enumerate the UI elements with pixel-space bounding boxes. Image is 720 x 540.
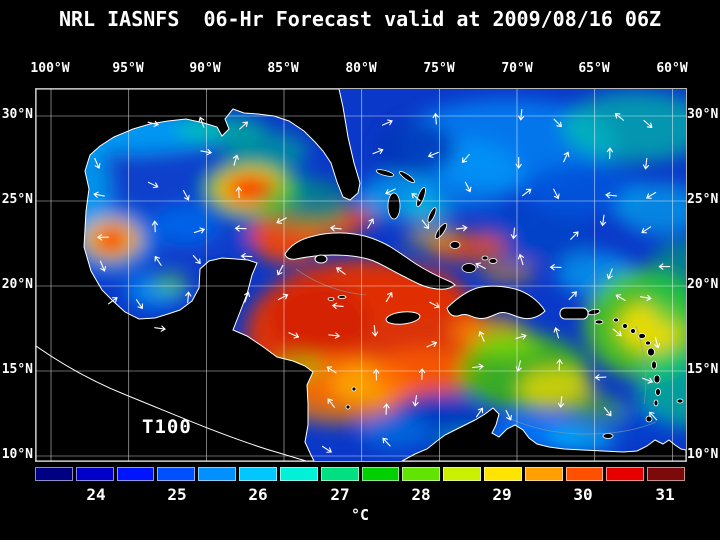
field-depth-label: T100 [142,416,192,438]
puerto-rico-island [559,307,589,320]
colorbar-unit-label: °C [350,506,370,524]
grid-lines [36,89,686,461]
colorbar-segment [361,467,400,481]
lon-tick-label: 75°W [423,61,455,76]
lat-tick-label: 25°N [1,192,33,207]
small-islands [327,295,684,439]
lon-tick-label: 70°W [501,61,533,76]
hispaniola-island [446,285,546,320]
lat-tick-label: 20°N [1,277,33,292]
colorbar-tick-label: 30 [573,485,593,504]
lat-tick-label: 25°N [687,192,719,207]
colorbar-segment [402,467,441,481]
lat-tick-label: 20°N [687,277,719,292]
colorbar-tick-label: 31 [655,485,675,504]
south-america-land [401,407,686,461]
colorbar-tick-label: 27 [330,485,350,504]
colorbar-segment [565,467,604,481]
page-title: NRL IASNFS 06-Hr Forecast valid at 2009/… [58,7,662,31]
colorbar-tick-label: 26 [248,485,268,504]
jamaica-island [385,311,421,325]
lat-tick-label: 30°N [1,107,33,122]
colorbar-segment [75,467,114,481]
isle-of-youth [314,254,328,264]
colorbar-segment [483,467,522,481]
cuba-island [284,232,456,290]
lon-tick-label: 95°W [112,61,144,76]
lon-tick-label: 80°W [345,61,377,76]
lat-tick-label: 10°N [687,447,719,462]
lon-tick-label: 65°W [578,61,610,76]
colorbar-tick-label: 29 [492,485,512,504]
lon-tick-label: 100°W [30,61,70,76]
colorbar-segment [647,467,685,481]
lat-tick-label: 10°N [1,447,33,462]
colorbar-segment [116,467,155,481]
lon-tick-label: 90°W [189,61,221,76]
colorbar-segment [157,467,196,481]
colorbar-tick-label: 25 [167,485,187,504]
colorbar-segment [606,467,645,481]
colorbar-tick-label: 28 [411,485,431,504]
colorbar-segment [320,467,359,481]
colorbar-segment [35,467,73,481]
lon-tick-label: 60°W [656,61,688,76]
lat-tick-label: 15°N [687,362,719,377]
lat-tick-label: 15°N [1,362,33,377]
north-central-america-land [36,89,361,461]
bahamas-islands [375,169,498,273]
colorbar-segment [239,467,277,481]
map-plot: T100 [35,88,687,462]
land-masses [36,89,686,461]
bathymetry-contours [295,268,657,435]
colorbar-tick-label: 24 [86,485,106,504]
pacific-coastline [36,345,307,461]
colorbar-segments [35,467,685,481]
lat-tick-label: 30°N [687,107,719,122]
colorbar-segment [198,467,237,481]
colorbar-segment [524,467,563,481]
colorbar-segment [279,467,318,481]
lon-tick-label: 85°W [267,61,299,76]
colorbar-segment [443,467,481,481]
